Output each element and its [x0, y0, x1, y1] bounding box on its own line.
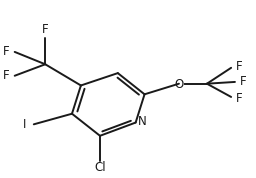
Text: F: F: [236, 92, 243, 105]
Text: I: I: [23, 118, 26, 131]
Text: F: F: [3, 69, 10, 82]
Text: Cl: Cl: [94, 161, 106, 174]
Text: N: N: [138, 115, 146, 128]
Text: F: F: [3, 45, 10, 58]
Text: F: F: [240, 75, 246, 88]
Text: F: F: [42, 23, 49, 36]
Text: F: F: [236, 60, 243, 73]
Text: O: O: [174, 78, 184, 91]
